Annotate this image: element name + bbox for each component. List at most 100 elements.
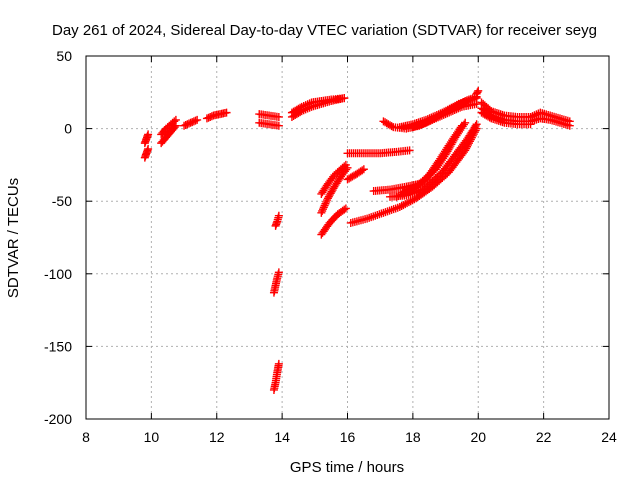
data-point	[397, 202, 406, 211]
x-tick-label: 18	[405, 429, 421, 445]
data-point	[274, 112, 283, 121]
data-point	[399, 188, 408, 197]
axis-ticks: 8 10 12 14 16 18 20 22 24 -200 -150 -100 -50 0 50	[44, 48, 617, 445]
data-point	[296, 103, 305, 112]
data-point	[299, 101, 308, 110]
series-arc-8	[255, 118, 283, 130]
y-tick-label: 0	[64, 121, 72, 137]
data-point	[144, 144, 153, 153]
series-arc-15	[317, 163, 352, 217]
data-point	[443, 147, 452, 156]
series-arc-10	[269, 268, 283, 297]
data-point	[171, 115, 180, 124]
series-arc-31	[526, 108, 574, 126]
data-point	[144, 130, 153, 139]
x-tick-label: 16	[340, 429, 356, 445]
data-point	[401, 200, 410, 209]
y-tick-label: -200	[44, 411, 72, 427]
data-point	[343, 163, 352, 172]
series-arc-27	[472, 86, 483, 98]
x-tick-label: 20	[470, 429, 486, 445]
data-point	[359, 165, 368, 174]
data-point	[462, 144, 471, 153]
data-point	[318, 205, 327, 214]
data-point	[340, 205, 349, 214]
y-axis-label: SDTVAR / TECUs	[5, 178, 22, 298]
data-point	[322, 197, 331, 206]
data-point	[399, 201, 408, 210]
data-point	[274, 268, 283, 277]
x-tick-label: 22	[536, 429, 552, 445]
series-arc-18	[343, 146, 414, 158]
grid-lines	[86, 56, 609, 419]
data-point	[444, 145, 453, 154]
data-point	[274, 211, 283, 220]
data-point	[474, 86, 483, 95]
data-point	[320, 201, 329, 210]
series-arc-26	[369, 179, 424, 196]
y-tick-label: -100	[44, 266, 72, 282]
chart-title: Day 261 of 2024, Sidereal Day-to-day VTE…	[52, 22, 597, 39]
y-tick-label: -50	[52, 193, 72, 209]
data-point	[392, 192, 401, 201]
data-point	[466, 94, 475, 103]
data-point	[463, 96, 472, 105]
series-arc-7	[255, 110, 283, 121]
data-point	[472, 120, 481, 129]
data-point	[468, 94, 477, 103]
series-arc-9	[271, 211, 283, 230]
data-point	[446, 142, 455, 151]
series-arc-19	[346, 124, 481, 227]
data-point	[447, 140, 456, 149]
data-point	[461, 97, 470, 106]
data-point	[191, 116, 200, 125]
data-point	[301, 101, 310, 110]
series-arc-1	[140, 144, 153, 162]
data-point	[193, 115, 202, 124]
data-point	[473, 88, 482, 97]
data-point	[461, 118, 470, 127]
x-tick-label: 14	[274, 429, 290, 445]
data-point	[323, 196, 332, 205]
data-points	[140, 86, 574, 394]
data-point	[341, 204, 350, 213]
data-point	[448, 138, 457, 147]
series-arc-5	[180, 115, 202, 130]
data-point	[170, 117, 179, 126]
data-point	[387, 122, 396, 131]
x-tick-label: 12	[209, 429, 225, 445]
series-arc-16	[317, 204, 350, 239]
series-arc-13	[287, 94, 349, 117]
data-point	[403, 199, 412, 208]
data-point	[565, 121, 574, 130]
data-point	[358, 166, 367, 175]
data-point	[317, 208, 326, 217]
data-point	[485, 113, 494, 122]
y-tick-label: 50	[56, 48, 72, 64]
x-tick-label: 10	[144, 429, 160, 445]
data-point	[305, 99, 314, 108]
data-point	[340, 94, 349, 103]
data-point	[405, 146, 414, 155]
series-arc-3	[157, 121, 180, 148]
data-point	[222, 108, 231, 117]
data-point	[297, 102, 306, 111]
data-point	[321, 199, 330, 208]
data-point	[395, 203, 404, 212]
data-point	[445, 143, 454, 152]
series-arc-22	[408, 92, 481, 132]
data-point	[449, 136, 458, 145]
series-arc-11	[269, 359, 283, 394]
series-arc-32	[526, 114, 574, 130]
data-point	[406, 197, 415, 206]
data-point	[408, 196, 417, 205]
data-point	[415, 179, 424, 188]
data-point	[471, 121, 480, 130]
data-point	[394, 192, 403, 201]
data-point	[274, 121, 283, 130]
series-arc-2	[140, 130, 153, 148]
data-point	[303, 100, 312, 109]
data-point	[442, 148, 451, 157]
data-point	[459, 120, 468, 129]
